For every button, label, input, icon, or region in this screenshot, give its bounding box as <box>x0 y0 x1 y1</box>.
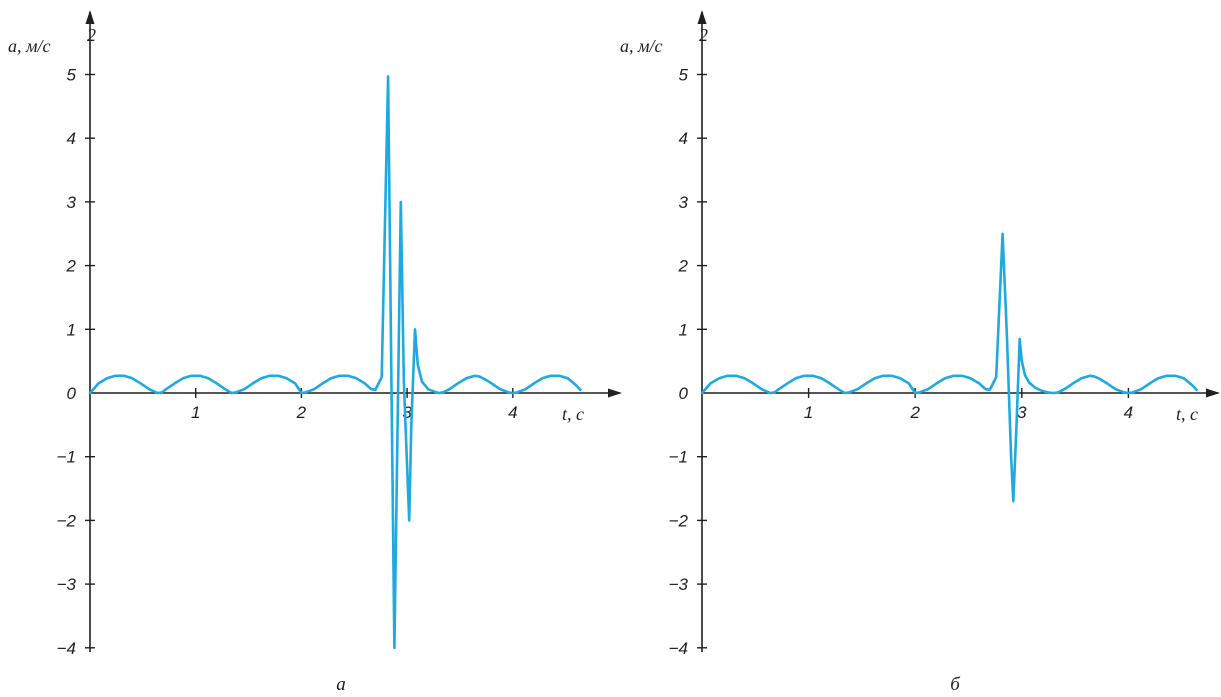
series-line-1 <box>700 232 1198 503</box>
x-axis-label: t, с <box>1176 404 1198 424</box>
chart-panel-1: 1 2 3 4 5 4 3 2 1 0 −1 −2 −3 −4 a, м/с 2 t, с а <box>8 10 622 695</box>
y-tick-label: −3 <box>669 575 689 594</box>
y-axis-label-exponent: 2 <box>87 25 96 45</box>
y-tick-label: −1 <box>669 448 688 467</box>
y-tick-label: 5 <box>679 66 689 85</box>
y-tick-label: 5 <box>67 66 77 85</box>
x-axis-arrow-icon <box>608 388 622 398</box>
y-tick-label: 3 <box>67 193 77 212</box>
y-tick-label: 0 <box>679 384 689 403</box>
y-tick-label: −4 <box>669 639 688 658</box>
y-tick-label: 1 <box>679 320 688 339</box>
y-tick-label: −2 <box>57 511 77 530</box>
y-tick-label: 0 <box>67 384 77 403</box>
y-tick-label: 4 <box>67 129 76 148</box>
y-tick-label: 4 <box>679 129 688 148</box>
y-tick-label: 1 <box>67 320 76 339</box>
y-tick-label: −2 <box>669 511 689 530</box>
x-tick-label: 4 <box>1124 403 1133 422</box>
y-axis-label-exponent: 2 <box>699 25 708 45</box>
x-axis-arrow-icon <box>1206 388 1220 398</box>
y-axis-label: a, м/с <box>8 36 50 56</box>
y-tick-label: 2 <box>678 257 689 276</box>
x-tick-label: 2 <box>909 403 920 422</box>
y-axis-arrow-icon <box>697 10 707 24</box>
y-tick-label: 3 <box>679 193 689 212</box>
x-tick-label: 2 <box>296 403 307 422</box>
y-axis-arrow-icon <box>85 10 95 24</box>
panel-caption: а <box>336 674 346 695</box>
x-tick-label: 1 <box>191 403 200 422</box>
series-line-1 <box>88 75 582 650</box>
x-tick-label: 3 <box>402 403 412 422</box>
x-axis-label: t, с <box>562 404 584 424</box>
x-tick-label: 1 <box>804 403 813 422</box>
x-tick-label: 3 <box>1017 403 1027 422</box>
panel-caption: б <box>950 674 961 695</box>
x-tick-label: 4 <box>508 403 517 422</box>
y-tick-label: 2 <box>66 257 77 276</box>
y-tick-label: −4 <box>57 639 76 658</box>
y-axis-label: a, м/с <box>620 36 662 56</box>
chart-panel-2: 1 2 3 4 5 4 3 2 1 0 −1 −2 −3 −4 a, м/с 2 t, с б <box>620 10 1220 695</box>
y-tick-label: −1 <box>57 448 76 467</box>
y-tick-label: −3 <box>57 575 77 594</box>
